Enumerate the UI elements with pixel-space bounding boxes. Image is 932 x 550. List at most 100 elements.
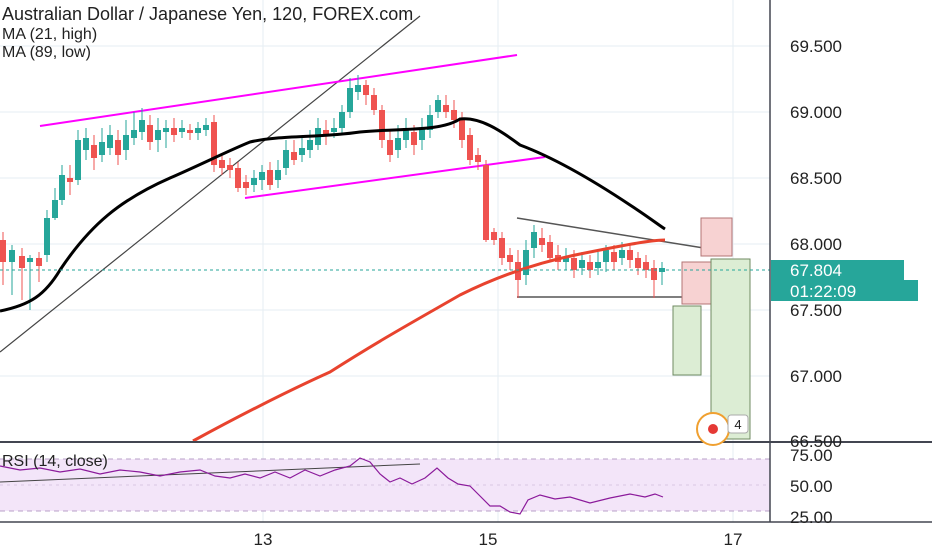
candle-bull xyxy=(275,170,281,180)
candle-bull xyxy=(123,135,129,150)
candle-bull xyxy=(44,218,50,255)
target-box-1 xyxy=(672,305,702,376)
candle-bear xyxy=(291,152,297,160)
candle-bull xyxy=(619,250,625,258)
candle-bear xyxy=(507,255,513,262)
channel-upper xyxy=(39,54,518,127)
ma-89-line xyxy=(192,238,666,443)
ma89-legend: MA (89, low) xyxy=(2,44,91,61)
price-axis[interactable]: 69.500 69.000 68.500 68.000 67.500 67.00… xyxy=(790,37,842,451)
candle-bull xyxy=(131,130,137,138)
candle-bull xyxy=(403,128,409,140)
chart-title: Australian Dollar / Japanese Yen, 120, F… xyxy=(2,4,413,24)
candle-bear xyxy=(67,178,73,182)
candle-bull xyxy=(283,150,289,168)
candle-bear xyxy=(475,155,481,162)
candle-bear xyxy=(363,85,369,95)
candle-bear xyxy=(211,122,217,165)
candle-bear xyxy=(483,165,489,240)
candle-bear xyxy=(267,170,273,185)
alert-badge[interactable]: 4 xyxy=(696,412,749,446)
candle-bull xyxy=(9,250,15,262)
candle-bear xyxy=(499,238,505,258)
rsi-trendline xyxy=(0,463,421,483)
triangle-upper xyxy=(516,217,711,250)
stop-box-1 xyxy=(681,261,713,305)
candle-bear xyxy=(387,140,393,155)
candle-bear xyxy=(91,145,97,158)
candle-bear xyxy=(36,258,42,266)
candle-bull xyxy=(163,128,169,132)
candle-bear xyxy=(227,165,233,170)
candle-bear xyxy=(611,252,617,262)
candle-bear xyxy=(323,130,329,135)
candle-bear xyxy=(187,130,193,133)
candle-bear xyxy=(379,110,385,140)
price-tick-69000: 69.000 xyxy=(790,103,842,122)
candlesticks xyxy=(0,75,665,310)
time-axis[interactable]: 13 15 17 xyxy=(254,530,743,549)
candle-bear xyxy=(0,240,6,262)
candle-bull xyxy=(579,260,585,268)
candle-bull xyxy=(355,85,361,92)
candle-bull xyxy=(139,120,145,132)
candle-bull xyxy=(331,128,337,132)
candle-bear xyxy=(243,182,249,188)
ma-21-line xyxy=(0,117,666,313)
candle-bear xyxy=(235,168,241,188)
candle-bull xyxy=(251,178,257,185)
ma21-legend: MA (21, high) xyxy=(2,26,97,43)
time-tick-13: 13 xyxy=(254,530,273,549)
trendlines[interactable] xyxy=(0,15,711,483)
current-price-badge: 67.804 01:22:09 xyxy=(771,260,918,301)
candle-bull xyxy=(563,258,569,262)
candle-bull xyxy=(52,200,58,218)
candle-bear xyxy=(547,242,553,258)
legend: Australian Dollar / Japanese Yen, 120, F… xyxy=(2,4,413,470)
candle-bear xyxy=(627,250,633,260)
position-boxes[interactable] xyxy=(672,217,751,440)
candle-bull xyxy=(203,125,209,130)
candle-bull xyxy=(179,128,185,132)
rsi-line xyxy=(0,457,664,515)
time-tick-17: 17 xyxy=(724,530,743,549)
candle-bull xyxy=(83,138,89,150)
candle-bear xyxy=(635,258,641,268)
candle-bear xyxy=(491,232,497,240)
alert-count: 4 xyxy=(734,417,741,432)
candle-bull xyxy=(307,140,313,150)
candle-bull xyxy=(523,250,529,275)
candle-bull xyxy=(259,172,265,180)
candle-bull xyxy=(435,100,441,112)
candle-bear xyxy=(147,125,153,142)
target-box-2 xyxy=(710,258,751,440)
candle-bear xyxy=(587,262,593,270)
candle-bear xyxy=(459,120,465,140)
rsi-tick-75: 75.00 xyxy=(790,446,833,465)
channel-lower xyxy=(244,156,546,199)
price-tick-67500: 67.500 xyxy=(790,301,842,320)
candle-bull xyxy=(75,140,81,180)
price-tick-68500: 68.500 xyxy=(790,169,842,188)
candle-bear xyxy=(19,256,25,268)
candle-bull xyxy=(603,250,609,262)
alert-dot-icon xyxy=(708,424,718,434)
candle-bull xyxy=(299,148,305,155)
countdown-timer: 01:22:09 xyxy=(790,282,856,301)
time-tick-15: 15 xyxy=(479,530,498,549)
price-tick-66500: 66.500 xyxy=(790,432,842,451)
candle-bull xyxy=(595,262,601,268)
candle-bear xyxy=(115,140,121,155)
candle-bear xyxy=(643,262,649,270)
rsi-tick-50: 50.00 xyxy=(790,477,833,496)
rsi-axis[interactable]: 75.00 50.00 25.00 xyxy=(790,446,833,527)
candle-bear xyxy=(451,110,457,120)
rsi-legend: RSI (14, close) xyxy=(2,453,108,470)
price-tick-68000: 68.000 xyxy=(790,235,842,254)
candle-bear xyxy=(411,132,417,145)
candle-bear xyxy=(219,160,225,168)
candle-bull xyxy=(59,175,65,200)
stop-box-2 xyxy=(700,217,733,257)
candle-bull xyxy=(99,142,105,155)
